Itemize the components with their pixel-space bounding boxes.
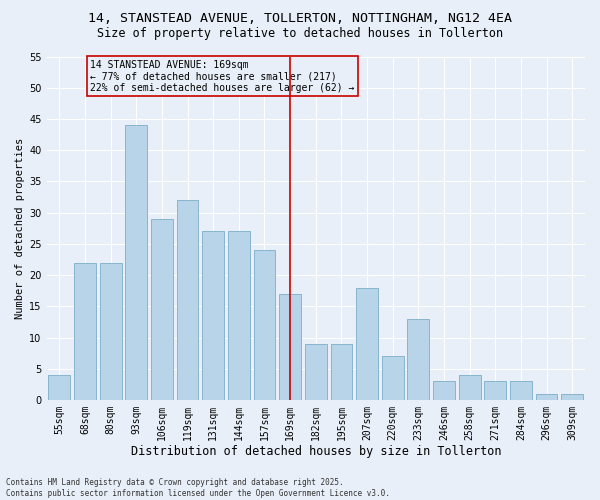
Bar xyxy=(459,375,481,400)
Bar xyxy=(484,382,506,400)
Bar xyxy=(331,344,352,400)
Text: Contains HM Land Registry data © Crown copyright and database right 2025.
Contai: Contains HM Land Registry data © Crown c… xyxy=(6,478,390,498)
Bar xyxy=(176,200,199,400)
Bar xyxy=(536,394,557,400)
Bar xyxy=(202,232,224,400)
Bar xyxy=(382,356,404,400)
Bar xyxy=(356,288,378,400)
Bar xyxy=(279,294,301,400)
Bar xyxy=(433,382,455,400)
Bar xyxy=(100,262,122,400)
Y-axis label: Number of detached properties: Number of detached properties xyxy=(15,138,25,319)
X-axis label: Distribution of detached houses by size in Tollerton: Distribution of detached houses by size … xyxy=(131,444,501,458)
Bar xyxy=(510,382,532,400)
Bar xyxy=(49,375,70,400)
Bar xyxy=(407,319,429,400)
Bar xyxy=(305,344,326,400)
Bar xyxy=(125,125,147,400)
Text: Size of property relative to detached houses in Tollerton: Size of property relative to detached ho… xyxy=(97,28,503,40)
Bar xyxy=(561,394,583,400)
Bar xyxy=(151,219,173,400)
Text: 14 STANSTEAD AVENUE: 169sqm
← 77% of detached houses are smaller (217)
22% of se: 14 STANSTEAD AVENUE: 169sqm ← 77% of det… xyxy=(90,60,355,93)
Bar xyxy=(254,250,275,400)
Bar xyxy=(228,232,250,400)
Bar xyxy=(74,262,96,400)
Text: 14, STANSTEAD AVENUE, TOLLERTON, NOTTINGHAM, NG12 4EA: 14, STANSTEAD AVENUE, TOLLERTON, NOTTING… xyxy=(88,12,512,26)
